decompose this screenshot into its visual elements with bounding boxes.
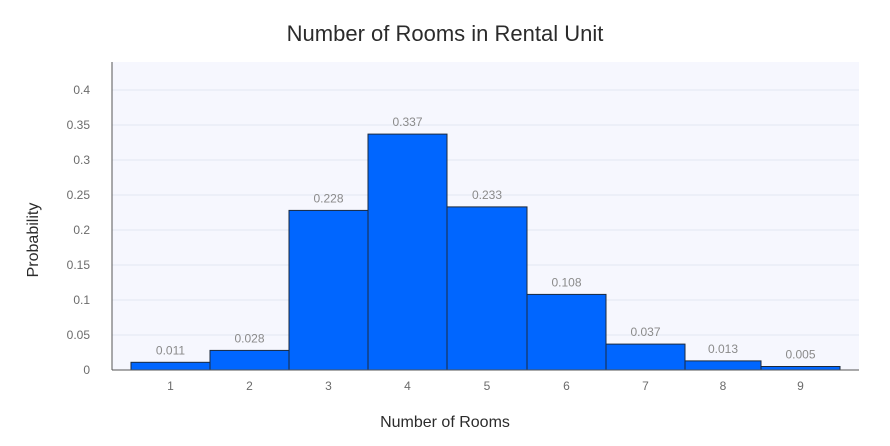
data-label: 0.228	[313, 191, 343, 205]
data-label: 0.337	[392, 115, 422, 129]
x-tick-label: 7	[642, 379, 649, 393]
y-tick-label: 0.4	[73, 83, 90, 97]
data-label: 0.011	[156, 343, 185, 357]
y-tick-label: 0.25	[67, 188, 91, 202]
y-tick-label: 0.35	[67, 118, 91, 132]
data-label: 0.013	[708, 342, 738, 356]
data-label: 0.005	[785, 348, 815, 362]
x-tick-label: 6	[563, 379, 570, 393]
data-label: 0.233	[472, 188, 502, 202]
data-label: 0.028	[234, 331, 264, 345]
y-tick-label: 0.15	[67, 258, 91, 272]
x-tick-label: 2	[246, 379, 253, 393]
y-tick-label: 0.2	[73, 223, 90, 237]
bar-7	[605, 343, 686, 371]
bar-1	[130, 361, 211, 371]
y-tick-label: 0	[83, 363, 90, 377]
x-tick-label: 1	[167, 379, 174, 393]
x-tick-label: 9	[797, 379, 804, 393]
x-tick-label: 4	[404, 379, 411, 393]
bars	[130, 133, 841, 371]
y-tick-label: 0.3	[73, 153, 90, 167]
bar-4	[367, 133, 448, 371]
data-label: 0.037	[630, 325, 660, 339]
y-tick-labels: 0 0.05 0.1 0.15 0.2 0.25 0.3 0.35 0.4	[67, 83, 91, 377]
bar-3	[288, 209, 369, 371]
chart-title: Number of Rooms in Rental Unit	[287, 21, 604, 46]
x-tick-labels: 1 2 3 4 5 6 7 8 9	[167, 379, 804, 393]
x-tick-label: 5	[484, 379, 491, 393]
bar-8	[684, 360, 762, 371]
bar-9	[760, 366, 841, 371]
x-tick-label: 3	[325, 379, 332, 393]
y-tick-label: 0.1	[73, 293, 90, 307]
x-tick-label: 8	[720, 379, 727, 393]
x-axis-title: Number of Rooms	[380, 414, 510, 431]
bar-6	[526, 293, 607, 371]
data-labels: 0.011 0.028 0.228 0.337 0.233 0.108 0.037 0.013…	[156, 115, 816, 361]
bar-2	[209, 349, 290, 371]
data-label: 0.108	[551, 275, 581, 289]
bar-5	[446, 206, 528, 371]
y-axis-title: Probability	[25, 203, 42, 278]
y-tick-label: 0.05	[67, 328, 91, 342]
